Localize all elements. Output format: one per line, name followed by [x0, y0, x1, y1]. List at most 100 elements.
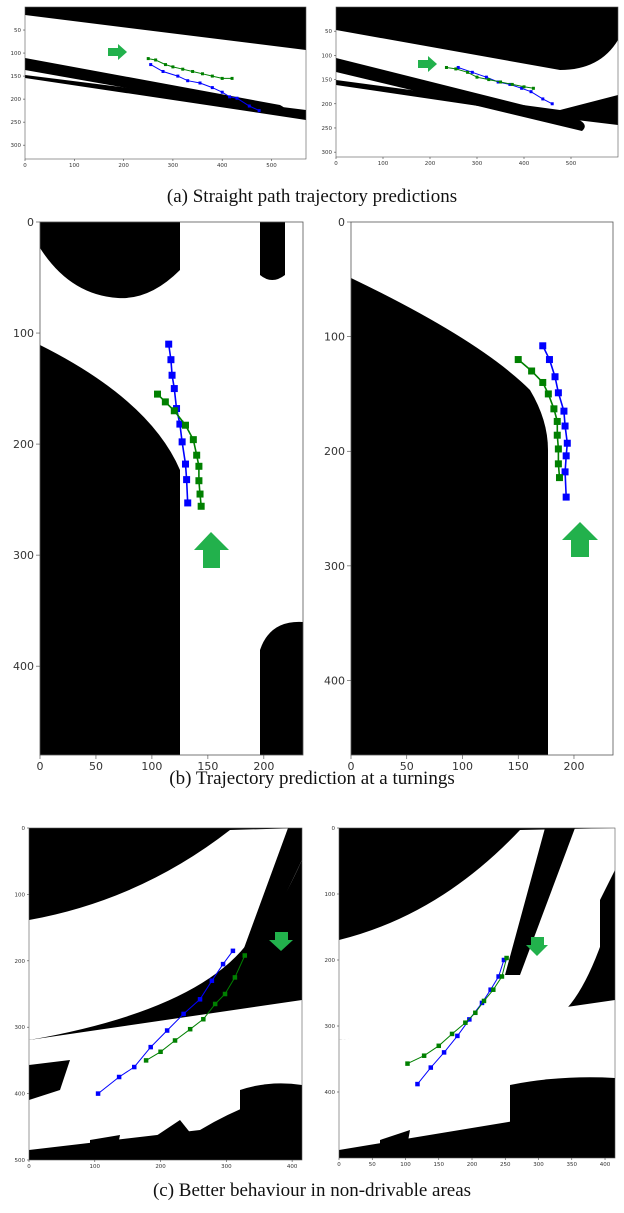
blue-trajectory-point: [545, 356, 553, 364]
blue-trajectory-point: [228, 95, 232, 99]
blue-trajectory-point: [165, 340, 173, 348]
blue-trajectory-point: [560, 407, 568, 415]
green-trajectory-point: [514, 356, 522, 364]
blue-trajectory-point: [501, 957, 507, 963]
green-trajectory-point: [172, 1038, 178, 1043]
green-trajectory-point: [154, 58, 158, 62]
direction-arrow-icon: [562, 522, 598, 557]
green-trajectory-point: [554, 460, 562, 468]
y-tick-label: 150: [322, 78, 333, 84]
y-tick-label: 200: [13, 438, 34, 451]
y-tick-label: 150: [11, 74, 22, 80]
blue-trajectory-point: [161, 69, 165, 73]
green-trajectory-point: [193, 451, 201, 459]
panel-a-right: 0 100 200 300 400 500 50 100 150 200 250 300: [322, 6, 619, 167]
blue-trajectory-point: [470, 70, 474, 74]
y-tick-label: 200: [322, 102, 333, 108]
green-trajectory-point: [539, 378, 547, 386]
green-trajectory-point: [544, 390, 552, 398]
obstacle-block: [380, 1130, 410, 1158]
obstacle-block: [510, 1077, 615, 1158]
y-tick-label: 400: [15, 1092, 26, 1098]
green-trajectory-point: [170, 407, 178, 415]
y-tick-label: 250: [11, 120, 22, 126]
x-tick-label: 200: [425, 161, 436, 167]
y-tick-label: 200: [324, 445, 345, 458]
green-trajectory-point: [555, 474, 563, 482]
blue-trajectory-point: [541, 97, 545, 101]
blue-trajectory-point: [178, 438, 186, 446]
blue-trajectory-point: [176, 420, 184, 428]
x-tick-label: 200: [467, 1162, 478, 1168]
blue-trajectory-point: [116, 1074, 122, 1080]
blue-trajectory-point: [198, 81, 202, 85]
y-tick-label: 0: [22, 826, 26, 832]
blue-trajectory-point: [550, 102, 554, 106]
y-tick-label: 100: [324, 331, 345, 344]
green-trajectory-point: [553, 417, 561, 425]
green-trajectory-point: [475, 75, 479, 79]
y-tick-label: 300: [13, 549, 34, 562]
green-trajectory-point: [200, 72, 204, 76]
green-trajectory-point: [454, 67, 458, 71]
obstacle-block: [29, 1060, 70, 1100]
drivable-road: [339, 1000, 615, 1150]
green-trajectory-point: [187, 1026, 193, 1032]
y-tick-label: 400: [325, 1090, 336, 1096]
blue-trajectory-point: [95, 1091, 101, 1096]
green-trajectory-point: [171, 65, 175, 69]
y-tick-label: 250: [322, 126, 333, 132]
blue-trajectory-point: [149, 63, 153, 67]
green-trajectory-point: [481, 998, 487, 1004]
y-tick-label: 300: [324, 560, 345, 573]
drivable-road: [25, 15, 306, 110]
x-tick-label: 0: [27, 1164, 31, 1170]
x-tick-label: 0: [334, 161, 338, 167]
green-trajectory-point: [181, 421, 189, 429]
x-tick-label: 50: [89, 760, 103, 773]
obstacle-block: [600, 870, 615, 990]
green-trajectory-point: [487, 78, 491, 82]
blue-trajectory-point: [554, 389, 562, 397]
blue-trajectory-line: [542, 345, 569, 498]
green-trajectory-point: [510, 82, 514, 86]
x-tick-label: 250: [500, 1162, 511, 1168]
y-tick-label: 300: [11, 143, 22, 149]
blue-trajectory-point: [520, 86, 524, 90]
drivable-road: [336, 30, 618, 110]
drivable-road: [29, 1000, 302, 1150]
direction-arrow-icon: [526, 937, 548, 956]
blue-trajectory-point: [181, 1011, 186, 1017]
obstacle-corner: [200, 7, 306, 48]
blue-trajectory-point: [529, 90, 533, 94]
green-trajectory-point: [554, 445, 562, 453]
panel-a-left: 0 100 200 300 400 500 50 100 150 200 250 300: [11, 6, 307, 169]
blue-trajectory-point: [235, 96, 239, 100]
green-trajectory-point: [463, 1020, 468, 1025]
green-trajectory-point: [499, 80, 502, 84]
green-trajectory-point: [222, 991, 228, 997]
green-trajectory-point: [473, 1010, 478, 1016]
y-tick-label: 100: [11, 51, 22, 57]
green-trajectory-line: [407, 957, 508, 1065]
x-tick-label: 200: [563, 760, 584, 773]
blue-trajectory-point: [230, 948, 236, 954]
x-tick-label: 200: [253, 760, 274, 773]
obstacle-strip: [505, 828, 575, 975]
blue-trajectory-point: [186, 79, 190, 83]
green-trajectory-point: [242, 953, 248, 958]
x-tick-label: 0: [37, 760, 44, 773]
y-tick-label: 100: [322, 53, 333, 59]
panel-c-left: 0 100 200 300 400 0 100 200 300 400 500: [15, 826, 303, 1170]
green-trajectory-line: [148, 58, 233, 79]
y-tick-label: 200: [11, 97, 22, 103]
y-tick-label: 50: [325, 29, 332, 35]
blue-trajectory-point: [456, 65, 460, 69]
green-trajectory-point: [143, 1058, 149, 1063]
blue-trajectory-point: [170, 385, 178, 393]
blue-trajectory-point: [562, 452, 570, 460]
x-tick-label: 500: [566, 161, 577, 167]
blue-trajectory-point: [132, 1064, 137, 1070]
green-trajectory-point: [220, 76, 224, 80]
